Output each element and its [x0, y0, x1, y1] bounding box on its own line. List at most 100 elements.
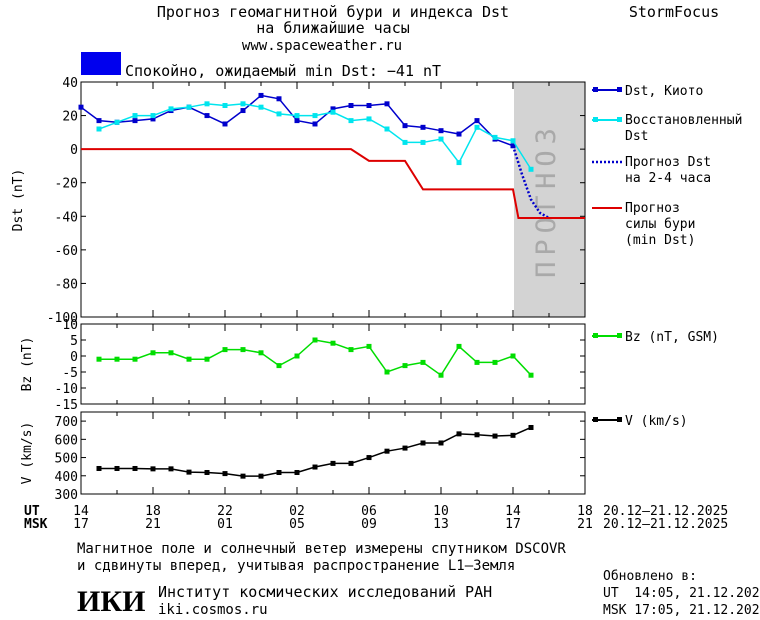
- data-point: [258, 92, 264, 98]
- v-plot-frame: [80, 411, 586, 495]
- legend-item-dst-forecast: Прогноз Dst на 2-4 часа: [592, 155, 711, 186]
- data-point: [294, 353, 300, 359]
- data-point: [438, 128, 444, 134]
- ut-date-range: 20.12–21.12.2025: [603, 504, 728, 519]
- data-point: [312, 113, 318, 119]
- data-point: [366, 103, 372, 108]
- data-point: [114, 465, 120, 471]
- data-point: [132, 113, 138, 119]
- data-point: [402, 123, 408, 129]
- y-tick-label: -40: [55, 210, 78, 225]
- ut-tick-label: 02: [289, 504, 305, 519]
- updated-ut: UT 14:05, 21.12.2025: [603, 586, 760, 601]
- data-point: [492, 134, 498, 140]
- data-point: [240, 473, 246, 479]
- y-tick-label: 0: [70, 143, 78, 158]
- institute-name[interactable]: Институт космических исследований РАН: [158, 583, 492, 601]
- data-point: [276, 96, 282, 102]
- data-point: [240, 347, 246, 353]
- data-point: [132, 118, 138, 124]
- institute-url[interactable]: iki.cosmos.ru: [158, 602, 268, 618]
- data-point: [96, 126, 102, 132]
- bz-legend: Bz (nT, GSM): [592, 330, 719, 345]
- ut-tick-label: 06: [361, 504, 377, 519]
- msk-axis-label: MSK: [24, 517, 48, 532]
- data-point: [222, 121, 228, 127]
- y-tick-label: -15: [55, 398, 78, 413]
- data-point: [402, 445, 408, 451]
- data-point: [132, 356, 138, 362]
- y-tick-label: 400: [55, 470, 78, 485]
- data-point: [204, 113, 210, 119]
- data-point: [384, 126, 390, 132]
- data-point: [528, 372, 534, 378]
- data-point: [78, 104, 84, 110]
- data-point: [186, 356, 192, 362]
- data-point: [240, 108, 246, 114]
- data-point: [150, 466, 156, 472]
- data-point: [114, 356, 120, 362]
- data-point: [150, 116, 156, 122]
- data-point: [402, 363, 408, 369]
- data-point: [312, 464, 318, 470]
- forecast-zone: [514, 82, 585, 317]
- data-point: [474, 124, 480, 130]
- series-line: [99, 339, 532, 377]
- msk-tick-label: 09: [361, 517, 377, 532]
- data-point: [384, 448, 390, 454]
- data-point: [168, 466, 174, 472]
- data-point: [294, 113, 300, 119]
- data-point: [294, 118, 300, 124]
- legend-item-storm-forecast: Прогноз силы бури (min Dst): [592, 201, 695, 248]
- y-tick-label: 700: [55, 415, 78, 430]
- data-point: [348, 460, 354, 466]
- v-legend: V (km/s): [592, 414, 688, 429]
- data-point: [348, 103, 354, 108]
- data-point: [330, 106, 336, 112]
- iki-logo: ИКИ: [77, 585, 145, 618]
- data-point: [330, 460, 336, 466]
- data-point: [420, 124, 426, 130]
- data-point: [96, 356, 102, 362]
- y-tick-label: -10: [55, 382, 78, 397]
- data-point: [456, 160, 462, 166]
- data-point: [492, 433, 498, 439]
- y-tick-label: -80: [55, 277, 78, 292]
- data-point: [420, 440, 426, 446]
- data-point: [258, 350, 264, 356]
- legend-label-v: V (km/s): [625, 414, 688, 429]
- data-point: [384, 101, 390, 107]
- data-point: [222, 471, 228, 477]
- legend-label-storm-forecast: Прогноз силы бури (min Dst): [625, 201, 695, 248]
- website-url: www.spaceweather.ru: [242, 38, 402, 54]
- data-point: [96, 118, 102, 124]
- y-tick-label: 5: [70, 334, 78, 349]
- data-point: [474, 432, 480, 438]
- legend-label-dst-forecast: Прогноз Dst на 2-4 часа: [625, 155, 711, 186]
- data-point: [204, 356, 210, 362]
- bz-plot-frame: [80, 323, 586, 405]
- data-point: [366, 116, 372, 122]
- data-point: [258, 104, 264, 110]
- msk-tick-label: 05: [289, 517, 305, 532]
- y-tick-label: 600: [55, 433, 78, 448]
- data-point: [312, 121, 318, 127]
- y-tick-label: 40: [62, 76, 78, 91]
- data-point: [150, 350, 156, 356]
- data-point: [366, 343, 372, 349]
- y-tick-label: 0: [70, 350, 78, 365]
- updated-msk: MSK 17:05, 21.12.2025: [603, 603, 760, 618]
- data-point: [222, 103, 228, 108]
- data-point: [366, 455, 372, 461]
- status-color-swatch: [81, 52, 121, 75]
- bz-axis-label: Bz (nT): [20, 337, 35, 392]
- data-point: [438, 440, 444, 446]
- data-point: [474, 118, 480, 124]
- data-point: [528, 424, 534, 430]
- msk-date-range: 20.12–21.12.2025: [603, 517, 728, 532]
- status-text: Спокойно, ожидаемый min Dst: −41 nT: [125, 62, 441, 80]
- data-point: [186, 469, 192, 475]
- data-point: [150, 113, 156, 119]
- ut-tick-label: 14: [505, 504, 521, 519]
